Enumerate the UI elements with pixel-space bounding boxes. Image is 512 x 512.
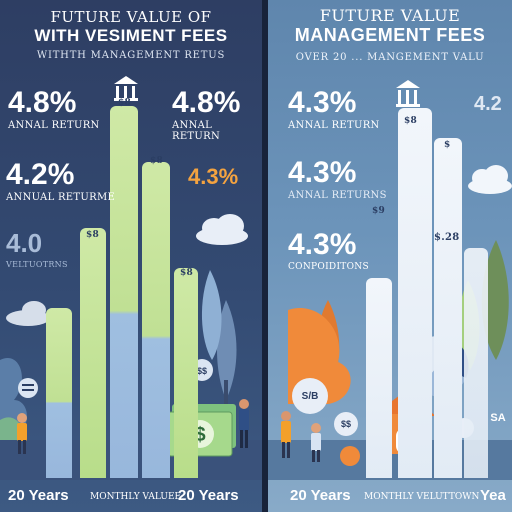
stat-label: Conpoiditons <box>288 262 369 272</box>
footer-monthly: Monthly Valuee <box>90 492 182 502</box>
footer-years: 20 Years <box>290 487 351 504</box>
stat-value-faded: 4.0 <box>6 228 43 258</box>
stat-label: Annal Return <box>288 120 380 131</box>
right-subtitle: Over 20 ... Mangement Valu <box>295 52 485 63</box>
right-bar-2 <box>398 108 432 478</box>
coin-label: S/B <box>301 390 319 402</box>
left-subtitle: Withth Management Retus <box>36 50 226 61</box>
left-bar-3 <box>110 106 138 478</box>
stat-label: Annal Return <box>172 120 221 142</box>
bank-icon <box>396 80 420 107</box>
right-bar-1 <box>366 278 392 478</box>
bar-label: $8 <box>118 98 132 108</box>
coin-label: $$ <box>340 419 351 429</box>
right-bar-3 <box>434 138 462 478</box>
stat-label: Annal Returns <box>288 190 387 201</box>
panel-divider <box>262 0 268 512</box>
left-bar-5 <box>174 268 198 478</box>
stat-label-faded: Veltuotrns <box>6 260 68 269</box>
svg-text:$$: $$ <box>197 366 207 376</box>
bar-label: $8 <box>150 156 164 166</box>
tree-icon <box>481 240 509 360</box>
left-bar-4 <box>142 162 170 478</box>
cloud-icon <box>468 165 512 194</box>
footer-years: Yea <box>480 487 506 504</box>
stat-value: 4.8% <box>8 86 77 119</box>
footer-monthly: Monthly Veluttown <box>364 492 480 502</box>
right-bar-4 <box>464 248 488 478</box>
stat-label: Annual Returme <box>6 192 116 203</box>
person-icon <box>311 423 321 462</box>
bank-icon <box>114 76 138 101</box>
cloud-icon <box>6 301 50 326</box>
coin-icon <box>340 446 360 466</box>
bar-label: $.28 <box>434 232 460 243</box>
stat-value: 4.3% <box>288 156 357 189</box>
right-footer: 20 Years Monthly Veluttown Yea <box>268 478 512 512</box>
cloud-icon <box>196 214 248 245</box>
bar-label: $8 <box>180 268 194 278</box>
stat-value-faded: 4.2 <box>474 93 502 115</box>
bar-label: $8 <box>404 116 418 126</box>
coin-label: SA <box>490 412 506 424</box>
left-title-line1: Future Value of <box>50 8 212 26</box>
left-bar-1 <box>46 308 72 478</box>
stat-value-accent: 4.3% <box>188 164 239 189</box>
tree-icon <box>201 270 222 360</box>
stat-value: 4.2% <box>6 158 75 191</box>
person-icon <box>281 411 291 458</box>
left-title-line2: With Vesiment Fees <box>34 26 228 45</box>
stat-value: 4.3% <box>288 228 357 261</box>
bar-label: $8 <box>86 230 100 240</box>
coin-icon <box>292 378 328 414</box>
right-title-line1: Future Value <box>319 6 461 25</box>
person-icon <box>239 399 249 448</box>
svg-text:$: $ <box>194 424 205 446</box>
left-panel: $ $ $ $$ <box>0 0 262 512</box>
right-title-line2: Management Fees <box>294 25 486 45</box>
stat-value: 4.8% <box>172 86 241 119</box>
coin-icon <box>334 412 358 436</box>
stat-label: Annal Return <box>8 120 100 131</box>
coin-icon <box>18 378 38 398</box>
footer-years: 20 Years <box>8 487 69 504</box>
bar-label: $ <box>444 140 451 150</box>
bar-label: $9 <box>372 206 386 216</box>
right-panel: Future Value Management Fees Over 20 ...… <box>268 0 512 512</box>
left-footer: 20 Years Monthly Valuee 20 Years <box>0 478 262 512</box>
footer-years: 20 Years <box>178 487 239 504</box>
person-icon <box>17 413 27 454</box>
left-bar-2 <box>80 228 106 478</box>
stat-value: 4.3% <box>288 86 357 119</box>
